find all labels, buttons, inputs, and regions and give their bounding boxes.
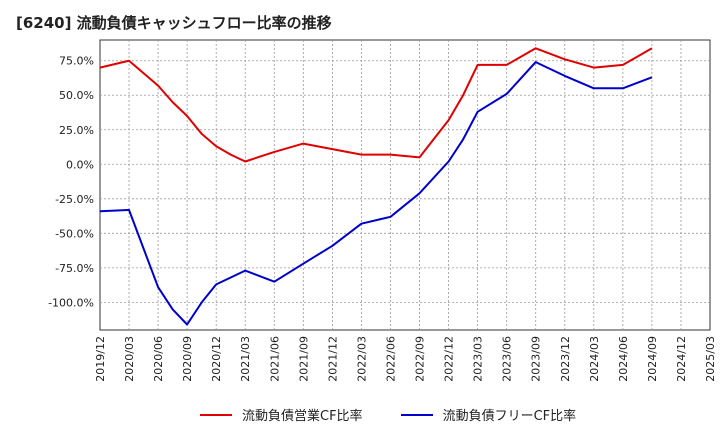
x-tick-label: 2024/06 [617, 336, 630, 382]
series-line-free-cf [99, 61, 653, 326]
x-tick-label: 2025/03 [704, 336, 717, 382]
y-tick-label: -100.0% [48, 296, 94, 309]
x-tick-label: 2020/03 [123, 336, 136, 382]
x-tick-label: 2021/06 [268, 336, 281, 382]
x-tick-label: 2022/06 [384, 336, 397, 382]
x-tick-label: 2020/09 [181, 336, 194, 382]
x-tick-label: 2019/12 [94, 336, 107, 382]
x-tick-label: 2021/03 [239, 336, 252, 382]
y-tick-label: 50.0% [59, 89, 94, 102]
x-tick-label: 2020/06 [152, 336, 165, 382]
plot-frame [99, 39, 711, 331]
x-tick-label: 2024/12 [675, 336, 688, 382]
y-tick-label: -50.0% [55, 227, 94, 240]
legend-swatch-free-cf [400, 413, 433, 416]
x-tick-label: 2024/09 [646, 336, 659, 382]
legend: 流動負債営業CF比率 流動負債フリーCF比率 [200, 405, 576, 424]
x-tick-label: 2024/03 [588, 336, 601, 382]
x-tick-label: 2021/09 [297, 336, 310, 382]
y-tick-label: 0.0% [66, 158, 94, 171]
x-tick-label: 2023/12 [559, 336, 572, 382]
x-tick-label: 2021/12 [326, 336, 339, 382]
series-line-operating-cf [99, 47, 653, 163]
x-tick-label: 2020/12 [210, 336, 223, 382]
legend-item-operating-cf: 流動負債営業CF比率 [200, 405, 363, 424]
x-tick-label: 2023/06 [501, 336, 514, 382]
chart-title: [6240] 流動負債キャッシュフロー比率の推移 [16, 14, 332, 32]
legend-swatch-operating-cf [200, 413, 232, 416]
y-tick-label: -25.0% [55, 193, 94, 206]
y-tick-label: 75.0% [59, 55, 94, 68]
y-tick-label: 25.0% [59, 124, 94, 137]
y-tick-label: -75.0% [55, 262, 94, 275]
x-tick-label: 2022/03 [355, 336, 368, 382]
legend-label-free-cf: 流動負債フリーCF比率 [442, 409, 577, 424]
legend-item-free-cf: 流動負債フリーCF比率 [400, 405, 577, 424]
x-tick-label: 2023/03 [472, 336, 485, 382]
x-tick-label: 2022/12 [443, 336, 456, 382]
x-tick-label: 2022/09 [414, 336, 427, 382]
x-tick-label: 2023/09 [530, 336, 543, 382]
legend-label-operating-cf: 流動負債営業CF比率 [242, 409, 363, 424]
